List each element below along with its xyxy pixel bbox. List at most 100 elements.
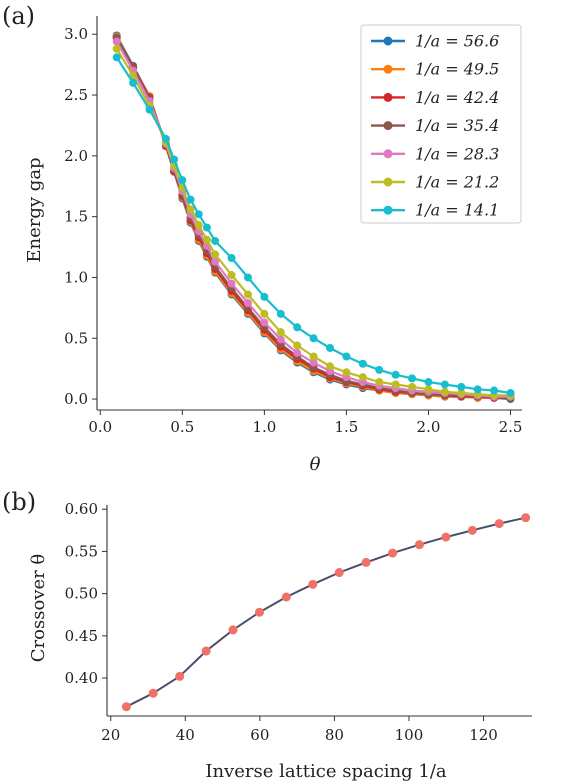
legend-swatch-marker [383,177,393,187]
data-point [194,221,203,230]
data-point [334,568,344,578]
data-point [342,352,351,361]
data-point [201,646,211,656]
data-point [276,335,285,344]
y-tick-label: 1.0 [64,268,88,286]
data-point [228,625,238,635]
data-point [254,607,264,617]
x-tick-label: 80 [325,726,344,744]
panel-b-y-axis: 0.40 0.45 0.50 0.55 0.60 [65,500,107,687]
data-point [161,134,170,143]
data-point [521,513,531,523]
data-point [308,579,318,589]
data-point [243,298,252,307]
legend-entry-label: 1/a = 35.4 [415,116,499,135]
x-tick-label: 20 [101,726,120,744]
data-point [309,334,318,343]
data-point [358,359,367,368]
data-point [227,253,236,262]
y-tick-label: 2.0 [64,147,88,165]
data-point [121,702,131,712]
panel-b-series-group [121,513,531,712]
legend-frame [360,24,522,224]
y-tick-label: 0.50 [65,585,98,603]
data-point [129,78,138,87]
data-point [194,210,203,219]
y-tick-label: 0.5 [64,329,88,347]
data-point [375,365,384,374]
legend-swatch-marker [383,92,393,102]
data-point [375,378,384,387]
data-point [178,176,187,185]
data-point [276,328,285,337]
data-point [129,71,138,80]
y-tick-label: 0.40 [65,669,98,687]
legend-entry-label: 1/a = 49.5 [415,60,499,79]
series-line [115,48,511,397]
data-point [342,368,351,377]
data-point [408,382,417,391]
data-point [112,37,121,46]
panel-b-x-axis-label: Inverse lattice spacing 1/a [205,761,447,782]
data-point [293,348,302,357]
data-point [361,557,371,567]
data-point [293,341,302,350]
y-tick-label: 0.60 [65,500,98,518]
data-point [202,235,211,244]
data-point [388,548,398,558]
x-tick-label: 1.0 [252,418,276,436]
y-tick-label: 2.5 [64,86,88,104]
x-tick-label: 120 [469,726,498,744]
data-point [494,519,504,529]
data-point [281,592,291,602]
data-point [457,382,466,391]
legend-entry-label: 1/a = 28.3 [415,144,499,163]
panel-a-series-group [112,31,515,404]
legend-swatch-marker [383,149,393,159]
x-tick-label: 40 [176,726,195,744]
legend-swatch-marker [383,64,393,74]
data-point [326,362,335,371]
y-tick-label: 0.55 [65,542,98,560]
panel-a-label: (a) [2,2,35,30]
data-point [175,671,185,681]
data-point [211,250,220,259]
data-point [309,352,318,361]
legend-entry-label: 1/a = 42.4 [415,88,499,107]
data-point [440,380,449,389]
data-point [276,309,285,318]
x-tick-label: 2.0 [417,418,441,436]
data-point [467,525,477,535]
x-tick-label: 100 [395,726,424,744]
panel-b-y-axis-label: Crossover θ [28,554,49,663]
data-point [309,358,318,367]
data-point [243,273,252,282]
crossover-line [125,516,526,708]
data-point [211,257,220,266]
y-tick-label: 1.5 [64,208,88,226]
data-point [260,318,269,327]
data-point [358,373,367,382]
x-tick-label: 0.0 [88,418,112,436]
data-point [186,195,195,204]
data-point [441,532,451,542]
legend-entry-label: 1/a = 14.1 [415,201,499,220]
data-point [424,378,433,387]
legend-entry-label: 1/a = 21.2 [415,173,499,192]
data-point [186,205,195,214]
data-point [414,540,424,550]
data-point [243,290,252,299]
data-point [148,688,158,698]
data-point [227,279,236,288]
data-point [473,385,482,394]
data-point [391,380,400,389]
x-tick-label: 2.5 [499,418,523,436]
legend-entry-label: 1/a = 56.6 [415,32,499,51]
panel-b-label: (b) [2,488,36,516]
y-tick-label: 3.0 [64,25,88,43]
data-point [440,387,449,396]
panel-a-y-axis-label: Energy gap [24,157,45,262]
panel-b-x-axis: 20 40 60 80 100 120 [101,716,498,744]
data-point [457,388,466,397]
